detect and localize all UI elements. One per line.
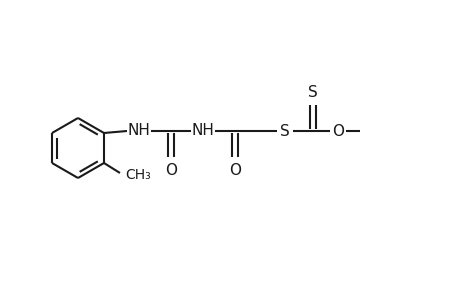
Text: NH: NH (191, 122, 214, 137)
Text: O: O (229, 163, 241, 178)
Text: S: S (280, 124, 289, 139)
Text: NH: NH (127, 122, 150, 137)
Text: S: S (308, 85, 317, 100)
Text: O: O (165, 163, 177, 178)
Text: O: O (331, 124, 343, 139)
Text: CH₃: CH₃ (125, 168, 151, 182)
